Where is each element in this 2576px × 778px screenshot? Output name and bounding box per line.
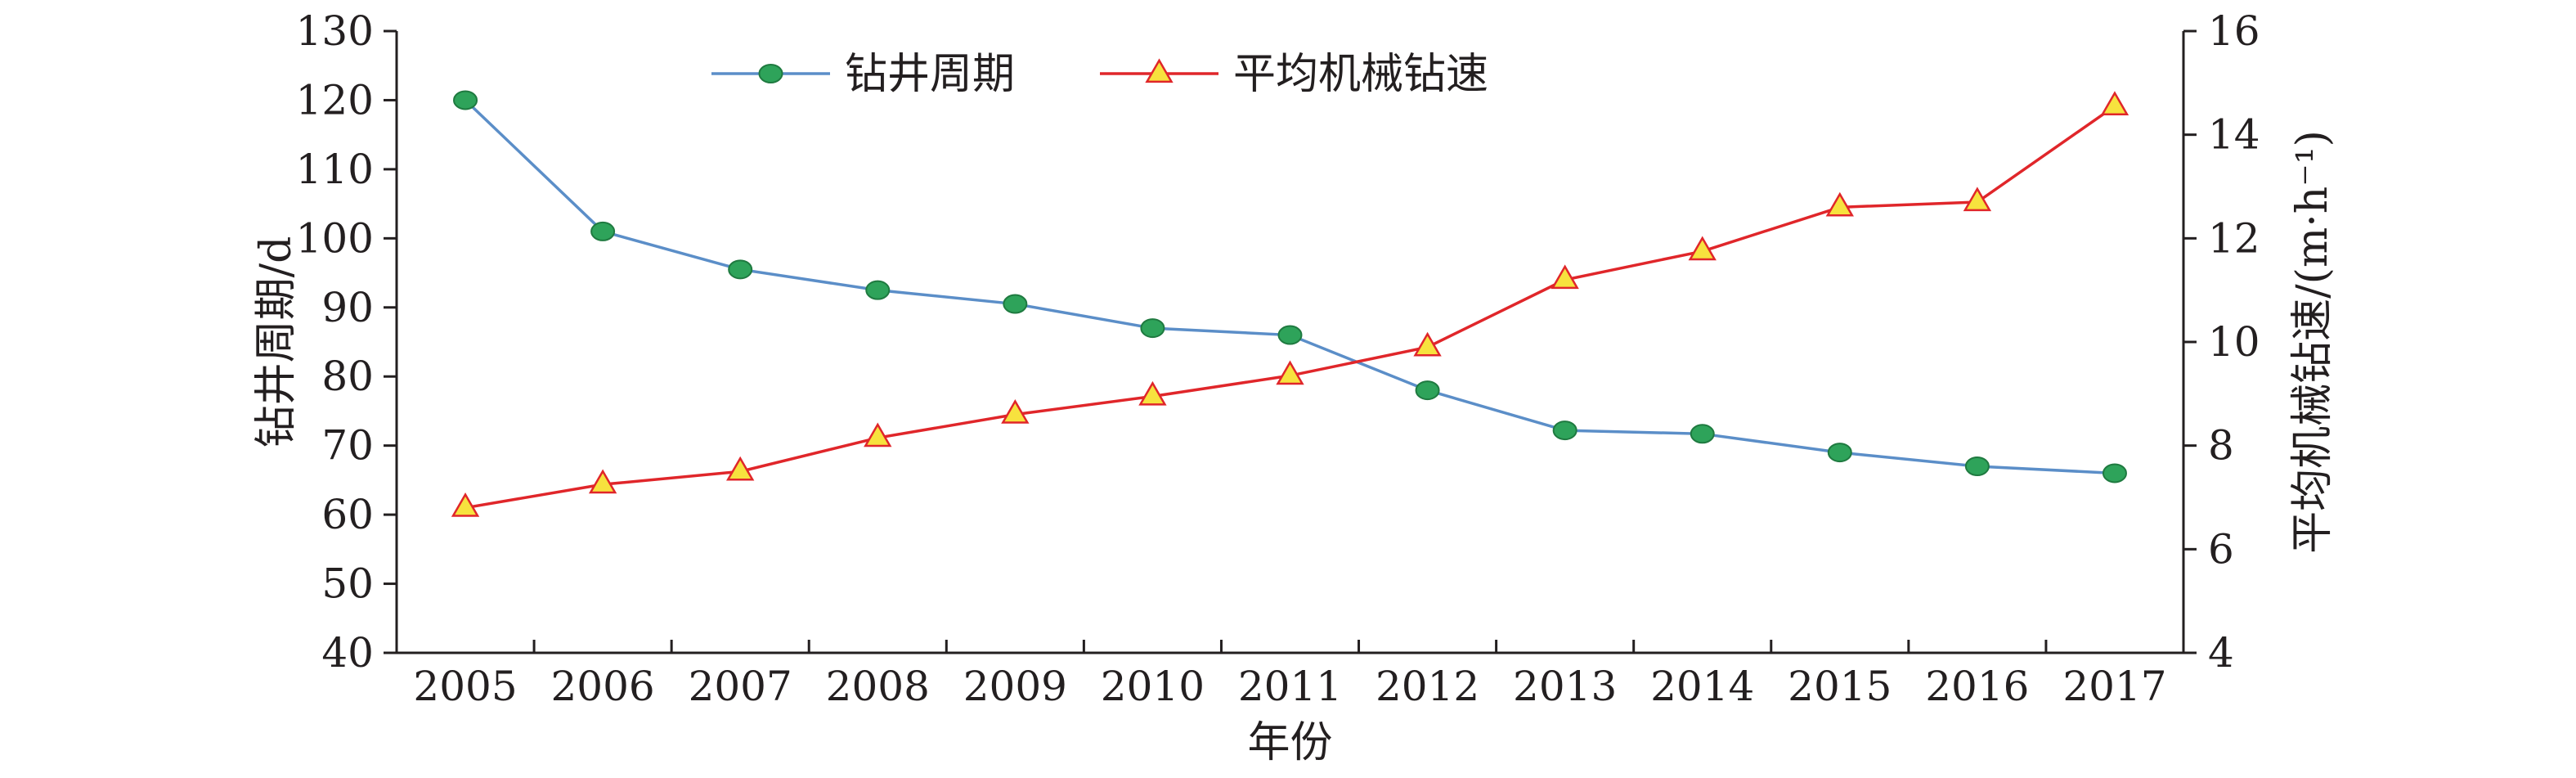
right-axis-title: 平均机械钻速/(m·h⁻¹): [2288, 130, 2337, 554]
right-axis-tick-label: 4: [2208, 629, 2234, 677]
axes: 40 50 60 70 80 90 100 110 120 130 4 6 8 10 12 14 16 2005 2…: [296, 7, 2260, 710]
x-axis-tick-label: 2008: [826, 663, 930, 710]
series-line-2: [464, 105, 2116, 510]
series-1-point: [2102, 463, 2127, 483]
series-1-point: [590, 221, 616, 241]
x-axis-tick-label: 2006: [550, 663, 654, 710]
series-2-point: [1551, 264, 1579, 290]
left-axis-tick-label: 130: [296, 7, 374, 55]
series-2-point: [2100, 91, 2129, 115]
series-1-point: [1415, 380, 1440, 401]
series-1-point: [1003, 294, 1028, 314]
x-axis-tick-label: 2007: [689, 663, 792, 710]
right-axis-tick-label: 12: [2208, 214, 2260, 262]
legend: 钻井周期 平均机械钻速: [711, 50, 1488, 99]
series-2-point: [1688, 236, 1717, 261]
series-1-point: [865, 280, 891, 300]
series-1-point: [1552, 420, 1577, 441]
series-2-point: [1001, 399, 1030, 424]
right-axis-tick-label: 6: [2208, 525, 2234, 573]
left-axis-tick-label: 100: [296, 214, 374, 262]
right-axis-tick-label: 16: [2208, 7, 2260, 55]
x-axis-tick-label: 2014: [1650, 663, 1754, 710]
series-2-point: [1963, 187, 1992, 212]
series-2-point: [1413, 331, 1442, 357]
left-axis-tick-label: 90: [321, 284, 374, 331]
series-1-point: [728, 259, 753, 280]
series-2-point: [1276, 360, 1304, 385]
series-2-point: [726, 456, 755, 481]
series-1-point: [1964, 456, 1990, 476]
series-1-point: [1277, 325, 1303, 345]
right-axis-tick-label: 14: [2208, 111, 2260, 159]
x-axis-tick-label: 2015: [1788, 663, 1892, 710]
x-axis-tick-label: 2005: [413, 663, 517, 710]
x-axis-tick-label: 2010: [1101, 663, 1205, 710]
x-axis-tick-label: 2009: [963, 663, 1067, 710]
left-axis-title: 钻井周期/d: [252, 236, 301, 448]
left-axis-tick-label: 70: [321, 422, 374, 470]
left-axis-tick-label: 60: [321, 491, 374, 538]
left-axis-tick-label: 110: [296, 146, 374, 193]
legend-marker-2: [1145, 58, 1174, 83]
series-2-point: [451, 492, 480, 517]
left-axis-tick-label: 120: [296, 76, 374, 124]
x-axis-tick-label: 2017: [2062, 663, 2166, 710]
x-axis-tick-label: 2016: [1925, 663, 2029, 710]
right-axis-tick-label: 10: [2208, 318, 2260, 366]
series-1-point: [1140, 318, 1165, 339]
series-2-point: [588, 469, 617, 494]
series-line-1: [464, 99, 2116, 475]
series-2-point: [864, 422, 892, 447]
x-axis-tick-label: 2013: [1513, 663, 1617, 710]
series-1-point: [453, 90, 478, 110]
x-axis-tick-label: 2011: [1238, 663, 1342, 710]
right-axis-tick-label: 8: [2208, 422, 2234, 470]
x-axis-title: 年份: [1247, 718, 1332, 767]
left-axis-tick-label: 50: [321, 560, 374, 608]
series-layer: [451, 90, 2129, 517]
series-2-point: [1138, 380, 1167, 406]
legend-label-1: 钻井周期: [845, 50, 1015, 99]
left-axis-tick-label: 40: [321, 629, 374, 677]
series-1-point: [1827, 443, 1852, 463]
series-2-point: [1825, 191, 1854, 217]
axis-labels: 年份 钻井周期/d 平均机械钻速/(m·h⁻¹): [252, 130, 2337, 767]
x-axis-tick-label: 2012: [1376, 663, 1479, 710]
series-1-point: [1690, 424, 1715, 444]
legend-marker-1: [758, 64, 783, 83]
left-axis-tick-label: 80: [321, 353, 374, 400]
legend-label-2: 平均机械钻速: [1233, 50, 1488, 99]
